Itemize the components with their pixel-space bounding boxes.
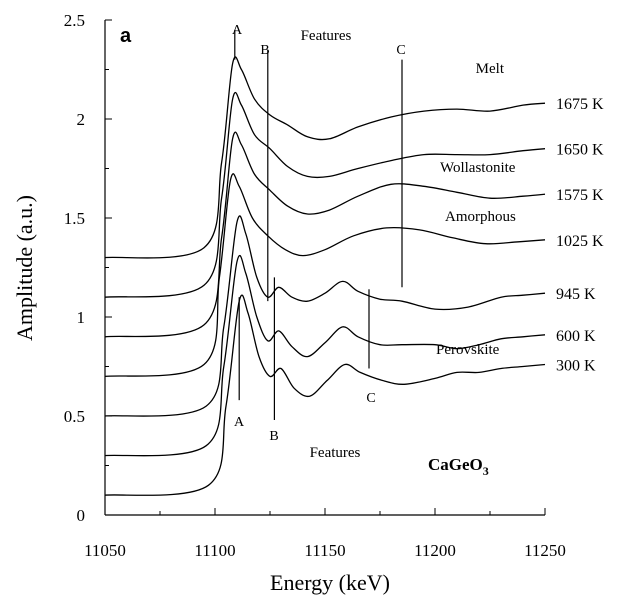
x-axis-label: Energy (keV) — [270, 570, 390, 595]
feature-label-b-top: B — [260, 43, 269, 58]
series-line-300k — [104, 294, 546, 496]
y-tick-label: 1 — [77, 308, 86, 327]
series-label: 1025 K — [556, 233, 604, 250]
phase-label-melt: Melt — [476, 61, 505, 77]
series-line-1025k — [104, 173, 546, 378]
series-line-1575k — [104, 131, 546, 338]
x-tick-label: 11150 — [304, 541, 345, 560]
y-tick-label: 1.5 — [64, 209, 85, 228]
y-tick-label: 2 — [77, 110, 86, 129]
y-tick-label: 0.5 — [64, 407, 85, 426]
feature-label-b-bottom: B — [269, 429, 278, 444]
series-line-1675k — [104, 56, 546, 259]
series-labels: 1675 K 1650 K 1575 K 1025 K 945 K 600 K 300 K — [556, 96, 604, 374]
x-tick-label: 11250 — [524, 541, 566, 560]
features-label-bottom: Features — [310, 445, 361, 461]
feature-lines — [234, 29, 403, 420]
x-axis-ticks: 11050 11100 11150 11200 11250 — [84, 508, 566, 560]
y-tick-label: 2.5 — [64, 11, 85, 30]
x-tick-label: 11200 — [414, 541, 456, 560]
y-tick-label: 0 — [77, 506, 86, 525]
series-label: 1575 K — [556, 187, 604, 204]
series-label: 600 K — [556, 328, 596, 345]
phase-label-perovskite: Perovskite — [436, 342, 500, 358]
series-label: 300 K — [556, 358, 596, 375]
y-axis-label: Amplitude (a.u.) — [12, 195, 37, 341]
y-axis-ticks: 0 0.5 1 1.5 2 2.5 — [64, 11, 112, 525]
series-label: 945 K — [556, 286, 596, 303]
series-group — [104, 56, 546, 496]
series-line-600k — [104, 254, 546, 457]
feature-label-c-top: C — [396, 43, 405, 58]
feature-label-a-top: A — [232, 23, 243, 38]
phase-label-amorphous: Amorphous — [445, 209, 516, 225]
series-label: 1650 K — [556, 142, 604, 159]
series-label: 1675 K — [556, 96, 604, 113]
phase-label-wollastonite: Wollastonite — [440, 160, 516, 176]
feature-label-a-bottom: A — [234, 415, 245, 430]
compound-label: CaGeO3 — [428, 455, 489, 478]
series-line-945k — [104, 215, 546, 417]
x-tick-label: 11050 — [84, 541, 126, 560]
x-tick-label: 11100 — [194, 541, 235, 560]
series-line-1650k — [104, 92, 546, 298]
panel-label: a — [120, 25, 132, 47]
feature-label-c-bottom: C — [366, 391, 375, 406]
features-label-top: Features — [301, 28, 352, 44]
